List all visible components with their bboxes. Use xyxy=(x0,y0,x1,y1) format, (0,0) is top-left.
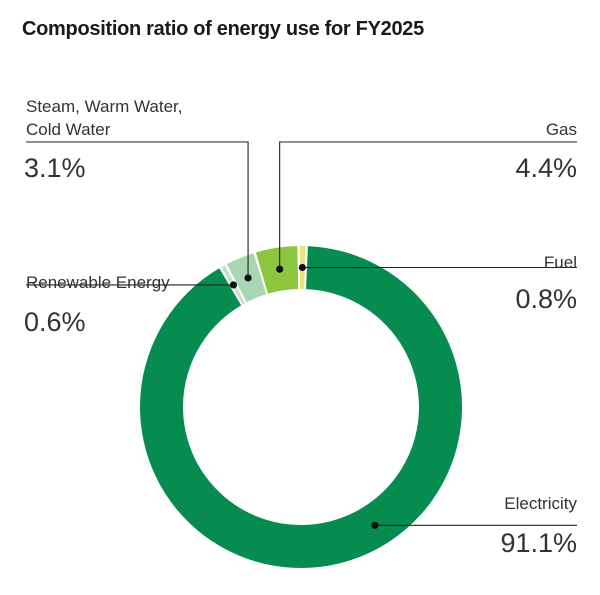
value-gas: 4.4% xyxy=(515,153,577,183)
dot-steam xyxy=(244,274,252,282)
dot-fuel xyxy=(298,263,306,272)
value-electricity: 91.1% xyxy=(500,528,577,558)
label-electricity: Electricity xyxy=(504,494,577,513)
value-renewable: 0.6% xyxy=(24,307,86,337)
dot-renewable xyxy=(229,281,238,289)
label-fuel: Fuel xyxy=(544,253,577,272)
slice-electricity xyxy=(140,246,462,569)
dot-gas xyxy=(276,265,284,273)
label-steam-line2: Cold Water xyxy=(26,120,111,139)
callout-lines xyxy=(26,141,577,529)
value-fuel: 0.8% xyxy=(515,284,577,314)
label-steam-line1: Steam, Warm Water, xyxy=(26,97,183,116)
label-gas: Gas xyxy=(546,120,577,139)
label-renewable: Renewable Energy xyxy=(26,273,170,292)
chart-title: Composition ratio of energy use for FY20… xyxy=(22,18,424,40)
donut-slices xyxy=(140,246,462,569)
leader-gas xyxy=(279,141,577,270)
leader-steam xyxy=(26,141,249,278)
dot-electricity xyxy=(371,521,379,529)
value-steam: 3.1% xyxy=(24,153,86,183)
